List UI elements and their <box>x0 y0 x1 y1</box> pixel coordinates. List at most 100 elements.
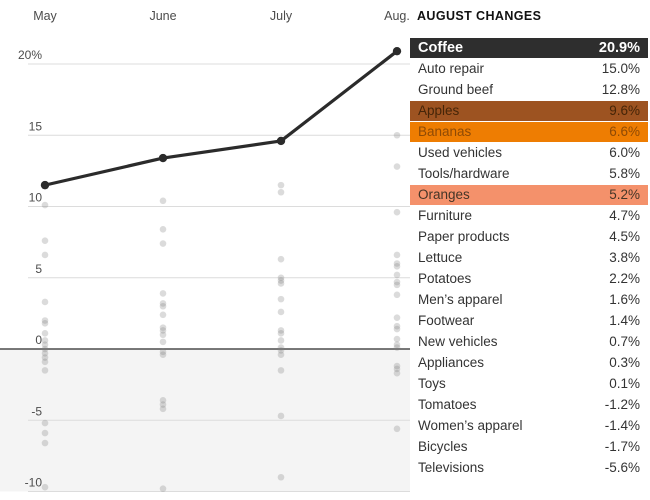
table-row: Toys 0.1% <box>410 374 648 394</box>
changes-table: Coffee 20.9% Auto repair 15.0% Ground be… <box>410 38 648 479</box>
coffee-data-point <box>40 180 50 190</box>
category-value: -5.6% <box>604 460 640 475</box>
category-value: 0.3% <box>609 355 640 370</box>
category-scatter-dot <box>159 405 167 413</box>
category-scatter-dot <box>159 348 167 356</box>
category-value: 4.5% <box>609 229 640 244</box>
y-axis-tick-label: 15 <box>29 119 43 133</box>
category-scatter-dot <box>159 311 167 319</box>
table-row: Tomatoes -1.2% <box>410 395 648 415</box>
category-scatter-dot <box>41 317 49 324</box>
category-label: Used vehicles <box>418 145 503 160</box>
x-axis-month-label: May <box>33 9 57 23</box>
category-scatter-dot <box>41 483 49 491</box>
y-axis-tick-label: 5 <box>35 262 42 276</box>
category-scatter-dot <box>393 291 401 299</box>
category-scatter-dot <box>159 485 167 492</box>
category-label: Lettuce <box>418 250 463 265</box>
category-scatter-dot <box>41 429 49 437</box>
category-value: 6.6% <box>609 124 640 139</box>
panel-title: AUGUST CHANGES <box>417 9 542 23</box>
table-row-highlight-apples: Apples 9.6% <box>410 101 648 121</box>
category-scatter-dot <box>277 280 285 287</box>
y-axis-tick-label: -10 <box>25 476 43 490</box>
category-scatter-dot <box>41 298 49 306</box>
category-scatter-dot <box>277 274 285 282</box>
table-row: Potatoes 2.2% <box>410 269 648 289</box>
category-scatter-dot <box>393 208 401 216</box>
category-scatter-dot <box>41 419 49 427</box>
category-scatter-dot <box>159 290 167 297</box>
table-row: Lettuce 3.8% <box>410 248 648 268</box>
category-scatter-dot <box>277 308 285 316</box>
category-label: Toys <box>418 376 446 391</box>
category-value: -1.4% <box>604 418 640 433</box>
category-scatter-dot <box>277 188 285 196</box>
category-scatter-dot <box>393 131 401 139</box>
category-value: 0.7% <box>609 334 640 349</box>
category-label: Furniture <box>418 208 473 223</box>
category-scatter-dot <box>41 345 49 353</box>
category-value: 1.6% <box>609 292 640 307</box>
category-scatter-dot <box>277 412 285 420</box>
table-row: Auto repair 15.0% <box>410 59 648 79</box>
category-scatter-dot <box>277 344 285 351</box>
table-row: Women’s apparel -1.4% <box>410 416 648 436</box>
category-label: Oranges <box>418 187 470 202</box>
category-value: 20.9% <box>598 40 640 56</box>
category-label: Appliances <box>418 355 485 370</box>
table-row: Ground beef 12.8% <box>410 80 648 100</box>
category-scatter-dot <box>277 181 285 189</box>
coffee-data-point <box>158 153 168 163</box>
category-scatter-dot <box>159 324 167 331</box>
table-row: Furniture 4.7% <box>410 206 648 226</box>
category-scatter-dot <box>41 337 49 344</box>
category-scatter-dot <box>41 237 49 244</box>
table-row-highlight-bananas: Bananas 6.6% <box>410 122 648 142</box>
category-scatter-dot <box>41 320 49 327</box>
category-scatter-dot <box>393 251 401 259</box>
table-row: Men’s apparel 1.6% <box>410 290 648 310</box>
category-scatter-dot <box>159 397 167 404</box>
category-value: 6.0% <box>609 145 640 160</box>
category-scatter-dot <box>159 302 167 310</box>
category-scatter-dot <box>277 473 285 481</box>
category-scatter-dot <box>393 314 401 321</box>
category-scatter-dot <box>159 327 167 334</box>
category-label: Paper products <box>418 229 510 244</box>
category-label: Tools/hardware <box>418 166 510 181</box>
category-label: Women’s apparel <box>418 418 523 433</box>
category-value: -1.7% <box>604 439 640 454</box>
x-axis-month-label: June <box>149 9 176 23</box>
category-scatter-dot <box>393 362 401 370</box>
category-label: New vehicles <box>418 334 498 349</box>
category-label: Men’s apparel <box>418 292 503 307</box>
category-scatter-dot <box>277 337 285 344</box>
category-label: Coffee <box>418 40 464 56</box>
category-scatter-dot <box>41 358 49 366</box>
y-axis-tick-label: 0 <box>35 333 42 347</box>
category-label: Ground beef <box>418 82 494 97</box>
category-scatter-dot <box>393 335 401 343</box>
category-scatter-dot <box>393 344 401 351</box>
y-axis-tick-label: -5 <box>31 404 42 418</box>
category-label: Footwear <box>418 313 475 328</box>
category-label: Televisions <box>418 460 485 475</box>
category-scatter-dot <box>41 367 49 374</box>
category-scatter-dot <box>393 263 401 270</box>
category-scatter-dot <box>41 354 49 361</box>
category-scatter-dot <box>393 365 401 373</box>
category-label: Tomatoes <box>418 397 477 412</box>
category-scatter-dot <box>277 351 285 359</box>
category-label: Bicycles <box>418 439 468 454</box>
category-scatter-dot <box>393 278 401 286</box>
category-label: Bananas <box>418 124 472 139</box>
x-axis-month-label: Aug. <box>384 9 410 23</box>
category-scatter-dot <box>277 327 285 334</box>
category-scatter-dot <box>41 439 49 447</box>
category-scatter-dot <box>393 341 401 349</box>
coffee-data-point <box>392 46 402 56</box>
category-scatter-dot <box>393 163 401 170</box>
table-row: Paper products 4.5% <box>410 227 648 247</box>
